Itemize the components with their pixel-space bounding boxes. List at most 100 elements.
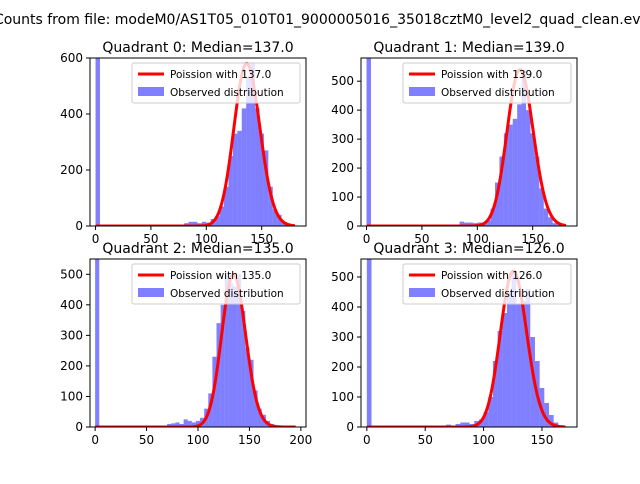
histogram-bar bbox=[499, 156, 504, 226]
histogram-bar bbox=[464, 422, 470, 427]
legend-observed-swatch bbox=[409, 288, 435, 297]
histogram-bar bbox=[232, 286, 238, 427]
y-tick-label: 400 bbox=[60, 298, 83, 312]
y-tick-label: 100 bbox=[60, 389, 83, 403]
histogram-bar bbox=[228, 156, 233, 226]
histogram-bar bbox=[272, 209, 278, 226]
histogram-bar bbox=[224, 274, 229, 427]
y-tick-label: 400 bbox=[331, 300, 354, 314]
histogram-bar bbox=[245, 347, 250, 427]
y-tick-label: 500 bbox=[60, 267, 83, 281]
histogram-bar bbox=[468, 222, 473, 226]
histogram-bar bbox=[543, 208, 549, 226]
histogram-bar bbox=[517, 104, 522, 226]
y-tick-label: 300 bbox=[60, 328, 83, 342]
histogram-bar bbox=[179, 423, 184, 427]
legend-poisson-label: Poission with 137.0 bbox=[170, 69, 271, 81]
histogram-bar bbox=[175, 422, 180, 427]
legend: Poission with 135.0 Observed distribution bbox=[131, 263, 301, 305]
histogram-bar bbox=[483, 412, 489, 427]
poisson-curve bbox=[95, 272, 296, 427]
subplot-quadrant-0: 0 50 100 150 0 200 400 600 Quadrant 0: Median=13… bbox=[60, 40, 307, 246]
y-tick-label: 0 bbox=[346, 219, 354, 233]
histogram-bar bbox=[237, 274, 242, 427]
histogram-bar bbox=[486, 220, 491, 226]
legend-observed-label: Observed distribution bbox=[170, 288, 284, 300]
histogram-bar bbox=[459, 221, 465, 226]
x-tick-label: 50 bbox=[414, 232, 429, 246]
x-tick-label: 50 bbox=[143, 232, 158, 246]
y-tick-label: 0 bbox=[75, 420, 83, 434]
subplot-quadrant-2: 0 50 100 150 200 0 100 200 300 400 500 Quadrant 2: … bbox=[60, 241, 312, 447]
histogram-bar bbox=[195, 420, 201, 427]
histogram-bar bbox=[502, 313, 507, 427]
x-tick-label: 150 bbox=[521, 232, 544, 246]
y-tick-label: 500 bbox=[331, 74, 354, 88]
y-tick-label: 500 bbox=[331, 270, 354, 284]
legend-observed-label: Observed distribution bbox=[441, 87, 555, 99]
histogram-bar bbox=[548, 415, 554, 427]
histogram-bar bbox=[259, 133, 264, 226]
x-tick-label: 150 bbox=[238, 433, 261, 447]
x-tick-label: 0 bbox=[92, 232, 100, 246]
axes-frame bbox=[89, 57, 307, 227]
figure-suptitle: Counts from file: modeM0/AS1T05_010T01_9… bbox=[0, 12, 640, 28]
plot-area bbox=[366, 259, 568, 427]
histogram-bar bbox=[277, 214, 282, 226]
histogram-bar bbox=[495, 182, 500, 226]
legend: Poission with 126.0 Observed distribution bbox=[402, 263, 572, 305]
legend-box bbox=[131, 62, 301, 104]
y-tick-label: 400 bbox=[331, 103, 354, 117]
x-tick-label: 150 bbox=[531, 433, 554, 447]
histogram-bar bbox=[525, 289, 531, 427]
y-tick-label: 100 bbox=[331, 390, 354, 404]
plot-area bbox=[95, 259, 296, 427]
x-tick-label: 150 bbox=[250, 232, 273, 246]
histogram-bar bbox=[241, 108, 247, 226]
x-tick-label: 0 bbox=[363, 433, 371, 447]
histogram-bar bbox=[516, 304, 521, 427]
histogram-bar bbox=[492, 361, 498, 427]
legend-observed-swatch bbox=[409, 87, 435, 96]
legend-poisson-label: Poission with 126.0 bbox=[441, 270, 542, 282]
histogram-bar bbox=[557, 224, 562, 226]
histogram-bar bbox=[216, 323, 221, 427]
histogram-bar bbox=[250, 63, 256, 226]
histogram-bar bbox=[512, 118, 518, 226]
histogram-bar bbox=[95, 259, 100, 427]
legend-poisson-label: Poission with 135.0 bbox=[170, 270, 271, 282]
histogram-bar bbox=[281, 222, 287, 226]
histogram-bar bbox=[224, 186, 229, 226]
y-tick-label: 300 bbox=[331, 330, 354, 344]
x-tick-label: 100 bbox=[187, 433, 210, 447]
x-tick-label: 100 bbox=[472, 433, 495, 447]
histogram-bar bbox=[530, 337, 535, 427]
histogram-bar bbox=[201, 221, 207, 226]
histogram-bar bbox=[187, 420, 192, 427]
histogram-bar bbox=[506, 292, 512, 427]
histogram-bar bbox=[490, 208, 496, 226]
histogram-bar bbox=[215, 216, 220, 226]
histogram-bar bbox=[464, 222, 469, 226]
y-tick-label: 100 bbox=[331, 190, 354, 204]
y-tick-label: 0 bbox=[75, 219, 83, 233]
legend-poisson-label: Poission with 139.0 bbox=[441, 69, 542, 81]
histogram-bar bbox=[167, 423, 172, 427]
axes-frame bbox=[360, 57, 578, 227]
histogram-bar bbox=[511, 271, 517, 427]
legend-box bbox=[131, 263, 301, 305]
legend: Poission with 137.0 Observed distribution bbox=[131, 62, 301, 104]
legend: Poission with 139.0 Observed distribution bbox=[402, 62, 572, 104]
histogram-bar bbox=[526, 110, 531, 226]
x-tick-label: 100 bbox=[195, 232, 218, 246]
histogram-bar bbox=[171, 423, 176, 427]
histogram-bar bbox=[539, 188, 544, 226]
histogram-bar bbox=[521, 69, 527, 226]
y-tick-label: 200 bbox=[331, 161, 354, 175]
histogram-bar bbox=[534, 156, 540, 226]
legend-box bbox=[402, 263, 572, 305]
y-tick-label: 300 bbox=[331, 132, 354, 146]
histogram-bar bbox=[193, 221, 198, 226]
